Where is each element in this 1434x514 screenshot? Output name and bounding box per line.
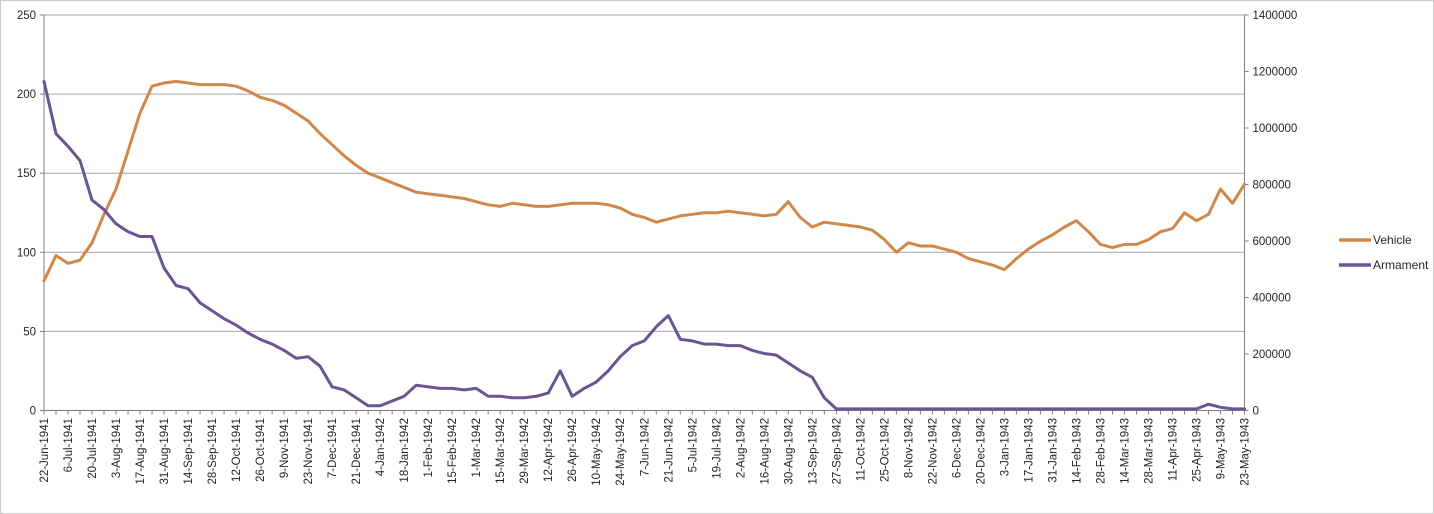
- x-axis-tick-label[interactable]: 2-Aug-1942: [735, 418, 747, 478]
- x-axis-tick-label[interactable]: 31-Aug-1941: [159, 418, 171, 485]
- left-axis-tick-label[interactable]: 250: [17, 10, 36, 22]
- left-axis-tick-label[interactable]: 0: [30, 406, 36, 418]
- x-axis-tick-label[interactable]: 5-Jul-1942: [687, 418, 699, 472]
- legend-entry-vehicle[interactable]: Vehicle: [1339, 233, 1412, 247]
- x-axis-tick-label[interactable]: 14-Feb-1943: [1071, 418, 1083, 484]
- x-axis-tick-label[interactable]: 30-Aug-1942: [783, 418, 795, 485]
- x-axis-tick-label[interactable]: 10-May-1942: [591, 418, 603, 486]
- right-axis-tick-label[interactable]: 200000: [1253, 349, 1291, 361]
- series-line-armament[interactable]: [42, 79, 1246, 411]
- x-axis-tick-label[interactable]: 22-Jun-1941: [39, 418, 51, 483]
- series-line-vehicle[interactable]: [42, 79, 1246, 283]
- x-axis-tick-label[interactable]: 19-Jul-1942: [711, 418, 723, 479]
- x-axis-tick-label[interactable]: 3-Jan-1943: [999, 418, 1011, 476]
- x-axis-tick-label[interactable]: 4-Jan-1942: [375, 418, 387, 476]
- x-axis-tick-label[interactable]: 28-Sep-1941: [207, 418, 219, 485]
- right-axis-tick-label[interactable]: 400000: [1253, 293, 1291, 305]
- gridlines: [44, 14, 1245, 332]
- axes[interactable]: [40, 14, 1249, 415]
- x-axis-tick-label[interactable]: 12-Apr-1942: [543, 418, 555, 482]
- x-axis-tick-label[interactable]: 14-Mar-1943: [1119, 418, 1131, 484]
- left-axis-tick-label[interactable]: 100: [17, 247, 36, 259]
- x-axis-tick-label[interactable]: 15-Mar-1942: [495, 418, 507, 484]
- legend-entry-armament[interactable]: Armament: [1339, 258, 1429, 272]
- x-axis-tick-label[interactable]: 1-Mar-1942: [471, 418, 483, 477]
- legend-label-vehicle: Vehicle: [1373, 233, 1412, 247]
- x-axis-tick-label[interactable]: 11-Oct-1942: [855, 418, 867, 481]
- x-axis-tick-label[interactable]: 7-Dec-1941: [327, 418, 339, 478]
- x-axis-tick-label[interactable]: 13-Sep-1942: [807, 418, 819, 485]
- x-axis-tick-label[interactable]: 15-Feb-1942: [447, 418, 459, 484]
- x-axis-tick-label[interactable]: 28-Mar-1943: [1143, 418, 1155, 484]
- x-axis-tick-label[interactable]: 28-Feb-1943: [1095, 418, 1107, 484]
- right-axis-tick-label[interactable]: 1000000: [1253, 123, 1298, 135]
- x-axis-tick-label[interactable]: 24-May-1942: [615, 418, 627, 486]
- x-axis-tick-label[interactable]: 18-Jan-1942: [399, 418, 411, 483]
- right-axis-tick-label[interactable]: 0: [1253, 406, 1259, 418]
- x-axis-tick-label[interactable]: 8-Nov-1942: [903, 418, 915, 478]
- x-axis-tick-label[interactable]: 26-Apr-1942: [567, 418, 579, 482]
- x-axis-tick-label[interactable]: 16-Aug-1942: [759, 418, 771, 485]
- x-axis-tick-label[interactable]: 23-Nov-1941: [303, 418, 315, 484]
- right-axis-tick-label[interactable]: 1400000: [1253, 10, 1298, 22]
- x-axis-tick-label[interactable]: 26-Oct-1941: [255, 418, 267, 482]
- x-axis-tick-label[interactable]: 20-Jul-1941: [87, 418, 99, 479]
- x-axis-tick-label[interactable]: 25-Oct-1942: [879, 418, 891, 482]
- axis-tick-labels[interactable]: 0 50 100 150 200 250 0 200000 400000 600000 800000…: [17, 10, 1297, 486]
- x-axis-tick-label[interactable]: 11-Apr-1943: [1167, 418, 1179, 481]
- x-axis-tick-label[interactable]: 21-Jun-1942: [663, 418, 675, 483]
- x-axis-tick-label[interactable]: 22-Nov-1942: [927, 418, 939, 484]
- right-axis-tick-label[interactable]: 1200000: [1253, 67, 1298, 79]
- x-axis-tick-label[interactable]: 7-Jun-1942: [639, 418, 651, 476]
- x-axis-tick-label[interactable]: 23-May-1943: [1240, 418, 1252, 486]
- left-axis-tick-label[interactable]: 150: [17, 168, 36, 180]
- x-axis-tick-label[interactable]: 31-Jan-1943: [1047, 418, 1059, 483]
- x-axis-tick-label[interactable]: 6-Dec-1942: [951, 418, 963, 478]
- x-axis-tick-label[interactable]: 6-Jul-1941: [63, 418, 75, 472]
- x-axis-tick-label[interactable]: 12-Oct-1941: [231, 418, 243, 482]
- x-axis-tick-label[interactable]: 1-Feb-1942: [423, 418, 435, 477]
- x-axis-tick-label[interactable]: 9-Nov-1941: [279, 418, 291, 478]
- data-series[interactable]: [42, 79, 1246, 411]
- x-axis-tick-label[interactable]: 9-May-1943: [1215, 418, 1227, 479]
- x-axis-tick-label[interactable]: 25-Apr-1943: [1191, 418, 1203, 482]
- x-axis-tick-label[interactable]: 27-Sep-1942: [831, 418, 843, 485]
- x-axis-tick-label[interactable]: 17-Jan-1943: [1023, 418, 1035, 483]
- right-axis-tick-label[interactable]: 600000: [1253, 236, 1291, 248]
- left-axis-tick-label[interactable]: 50: [23, 326, 36, 338]
- right-axis-tick-label[interactable]: 800000: [1253, 180, 1291, 192]
- x-axis-tick-label[interactable]: 14-Sep-1941: [183, 418, 195, 485]
- x-axis-tick-label[interactable]: 29-Mar-1942: [519, 418, 531, 484]
- x-axis-tick-label[interactable]: 17-Aug-1941: [135, 418, 147, 485]
- x-axis-tick-label[interactable]: 20-Dec-1942: [975, 418, 987, 484]
- x-axis-tick-label[interactable]: 3-Aug-1941: [111, 418, 123, 478]
- legend[interactable]: Vehicle Armament: [1339, 233, 1429, 272]
- left-axis-tick-label[interactable]: 200: [17, 89, 36, 101]
- x-axis-tick-label[interactable]: 21-Dec-1941: [351, 418, 363, 484]
- legend-label-armament: Armament: [1373, 258, 1429, 272]
